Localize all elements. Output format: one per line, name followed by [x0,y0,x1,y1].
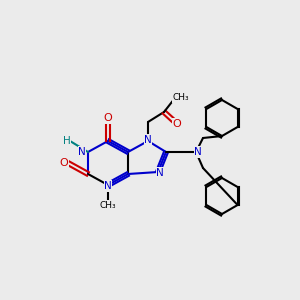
Text: N: N [144,135,152,145]
Text: O: O [172,119,182,129]
Text: CH₃: CH₃ [100,200,116,209]
Text: N: N [194,147,202,157]
Text: N: N [156,168,164,178]
Text: H: H [63,136,71,146]
Text: O: O [60,158,68,168]
Text: CH₃: CH₃ [173,94,189,103]
Text: N: N [104,181,112,191]
Text: N: N [78,147,86,157]
Text: O: O [103,113,112,123]
